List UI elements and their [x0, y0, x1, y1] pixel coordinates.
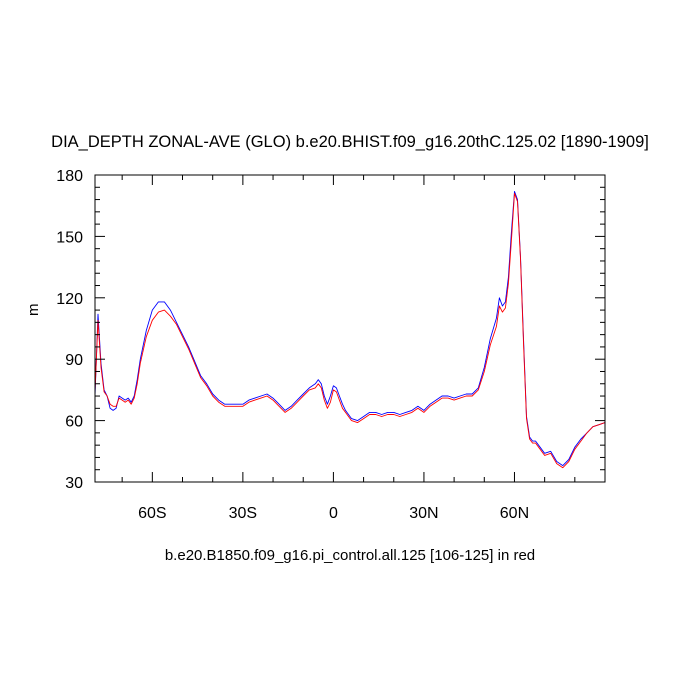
y-tick-label: 60 [65, 414, 83, 431]
y-tick-label: 180 [56, 168, 83, 185]
series-line-1 [94, 192, 606, 469]
axes-layer: 30 60 90 120 150 180 60S 30S 0 30N 60N [56, 168, 606, 522]
y-tick-label: 90 [65, 352, 83, 369]
x-tick-label: 0 [329, 505, 338, 522]
x-tick-label: 60N [500, 505, 529, 522]
y-tick-label: 120 [56, 291, 83, 308]
y-tick-label: 150 [56, 229, 83, 246]
series-line-0 [94, 190, 606, 467]
y-tick-label: 30 [65, 475, 83, 492]
chart-title: DIA_DEPTH ZONAL-AVE (GLO) b.e20.BHIST.f0… [51, 133, 649, 151]
series-layer [94, 190, 606, 469]
x-tick-label: 60S [138, 505, 166, 522]
plot-frame [94, 174, 606, 483]
chart-subtitle: b.e20.B1850.f09_g16.pi_control.all.125 [… [164, 547, 536, 564]
x-tick-label: 30N [409, 505, 438, 522]
x-tick-label: 30S [229, 505, 257, 522]
